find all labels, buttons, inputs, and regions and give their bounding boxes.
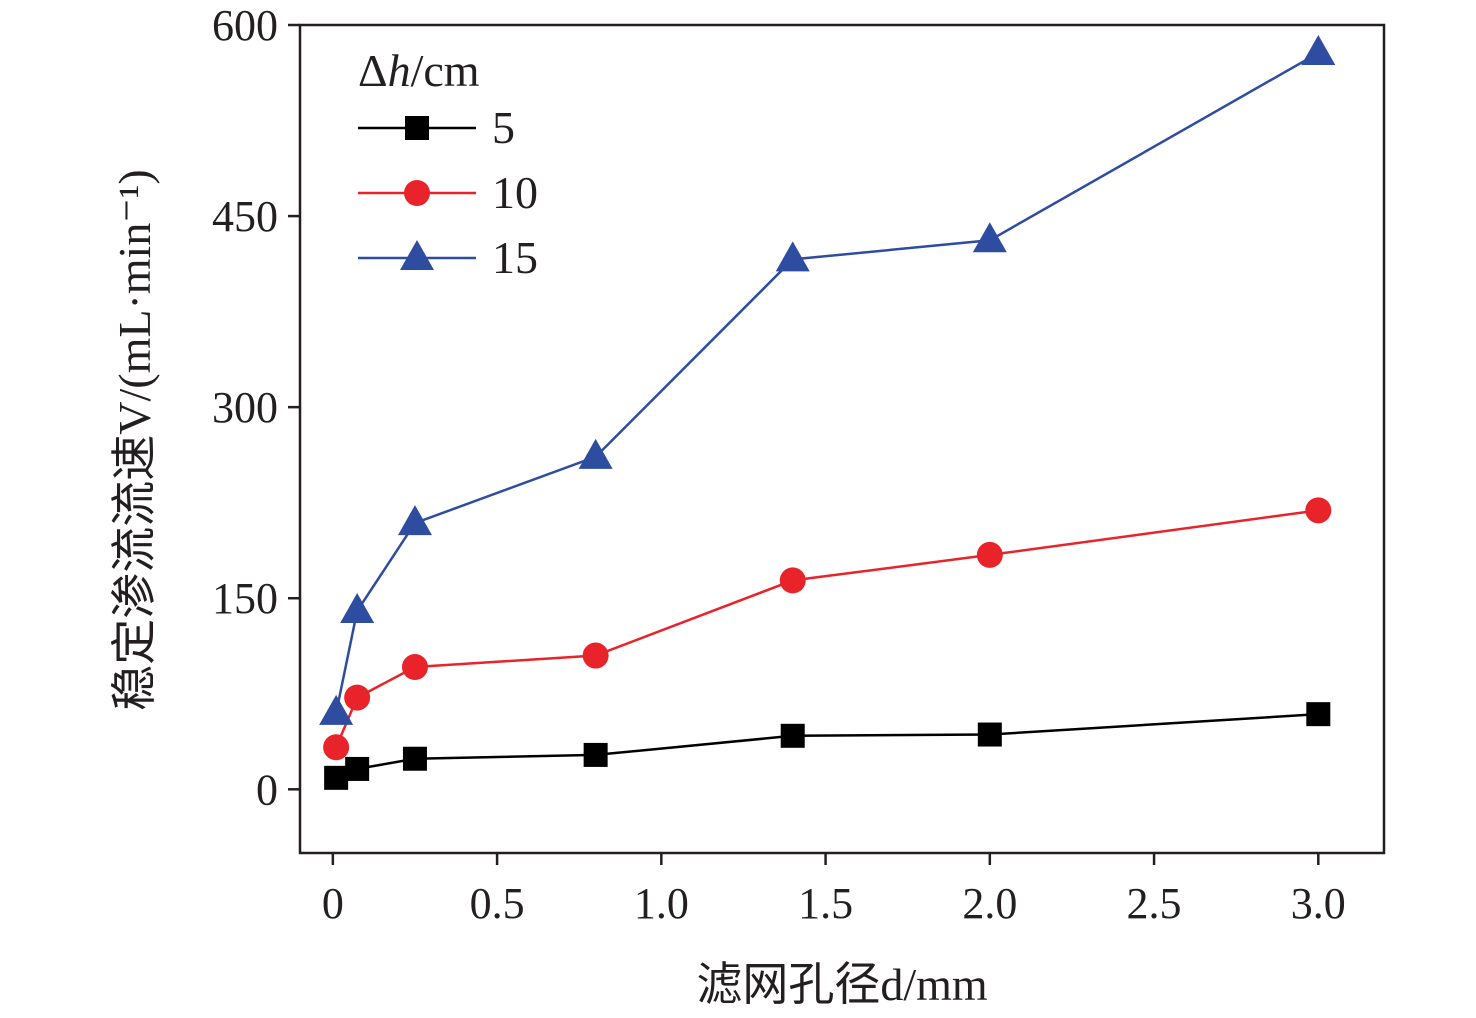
data-point: [780, 723, 805, 748]
data-point: [779, 567, 806, 594]
data-point: [323, 734, 350, 761]
legend-item-5: 5: [358, 102, 515, 153]
y-tick-label: 450: [212, 192, 278, 241]
series-10: [323, 497, 1332, 761]
y-axis-title: 稳定渗流流速V/(mL·min⁻¹): [109, 169, 160, 710]
y-tick-label: 600: [212, 1, 278, 50]
x-tick-label: 1.5: [798, 879, 853, 928]
x-axis: 0 0.5 1.0 1.5 2.0 2.5 3.0: [322, 853, 1346, 928]
data-point: [397, 505, 432, 536]
data-point: [1306, 702, 1331, 727]
series-layer: [319, 35, 1336, 790]
x-tick-label: 2.0: [962, 879, 1017, 928]
x-tick-label: 0: [322, 879, 344, 928]
legend: Δh/cm5 10 15: [358, 45, 538, 283]
data-point: [401, 654, 428, 681]
plot-frame: [298, 23, 1386, 855]
data-point: [583, 742, 608, 767]
x-axis-title: 滤网孔径d/mm: [696, 959, 988, 1010]
legend-item-10: 10: [358, 167, 538, 218]
x-tick-label: 3.0: [1291, 879, 1346, 928]
legend-marker: [404, 180, 430, 206]
y-tick-label: 0: [256, 765, 278, 814]
y-tick-label: 300: [212, 383, 278, 432]
data-point: [319, 694, 354, 725]
legend-title: Δh/cm: [358, 45, 480, 96]
x-tick-label: 0.5: [470, 879, 525, 928]
data-point: [582, 642, 609, 669]
data-point: [976, 541, 1003, 568]
legend-label: 15: [492, 232, 538, 283]
data-point: [340, 592, 375, 623]
data-point: [972, 222, 1007, 253]
data-point: [1301, 35, 1336, 66]
data-point: [402, 746, 427, 771]
data-point: [775, 241, 810, 272]
series-15: [319, 35, 1336, 725]
series-line: [334, 509, 1319, 748]
series-line: [334, 51, 1319, 714]
series-line: [335, 712, 1319, 779]
legend-marker: [400, 240, 434, 270]
legend-label: 10: [492, 167, 538, 218]
data-point: [344, 684, 371, 711]
legend-item-15: 15: [358, 232, 538, 283]
y-tick-label: 150: [212, 574, 278, 623]
x-tick-label: 2.5: [1127, 879, 1182, 928]
data-point: [1305, 497, 1332, 524]
x-tick-label: 1.0: [634, 879, 689, 928]
data-point: [578, 438, 613, 469]
series-5: [324, 702, 1331, 790]
data-point: [977, 722, 1002, 747]
data-point: [324, 765, 349, 790]
data-point: [345, 756, 370, 781]
legend-label: 5: [492, 102, 515, 153]
legend-marker: [405, 116, 429, 140]
y-axis: 0 150 300 450 600: [212, 1, 300, 814]
